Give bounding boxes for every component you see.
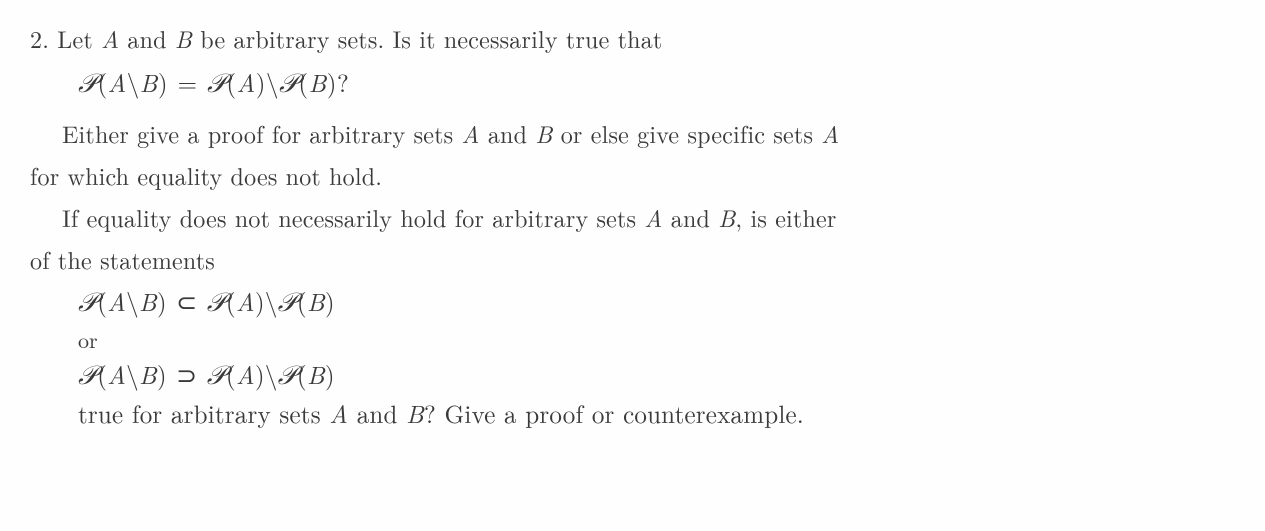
proof-instruction-line2: for which equality does not hold. xyxy=(30,157,1235,193)
set-B: B xyxy=(175,21,192,55)
text-and-4: and xyxy=(348,396,406,431)
question-line2: of the statements xyxy=(30,241,1235,277)
set-B-4: B xyxy=(406,396,424,431)
text-and: and xyxy=(119,21,175,55)
final-instruction: true for arbitrary sets A and B? Give a … xyxy=(78,395,1235,433)
text-or-else: or else give specific sets xyxy=(553,116,822,150)
subset-statement: 𝒫(A\B) ⊂ 𝒫(A)\𝒫(B) xyxy=(78,283,1235,322)
set-B-3: B xyxy=(718,200,735,234)
problem-number: 2. xyxy=(30,21,49,55)
set-A-5: A xyxy=(329,396,348,431)
supset-statement: 𝒫(A\B) ⊃ 𝒫(A)\𝒫(B) xyxy=(78,356,1235,395)
text-give-proof: ? Give a proof or counterexample. xyxy=(424,396,804,431)
text-either: Either give a proof for arbitrary sets xyxy=(62,116,462,150)
or-text: or xyxy=(78,323,1235,356)
proof-instruction-line1: Either give a proof for arbitrary sets A… xyxy=(30,115,1235,151)
text-and-2: and xyxy=(480,116,536,150)
set-A-3: A xyxy=(821,116,839,150)
problem-statement-line1: 2. Let A and B be arbitrary sets. Is it … xyxy=(30,20,1235,56)
set-A-4: A xyxy=(644,200,662,234)
text-if-equality: If equality does not necessarily hold fo… xyxy=(62,200,644,234)
text-and-3: and xyxy=(663,200,719,234)
set-A: A xyxy=(101,21,119,55)
text-true-for: true for arbitrary sets xyxy=(78,396,329,431)
set-A-2: A xyxy=(462,116,480,150)
set-B-2: B xyxy=(535,116,552,150)
equation-main: 𝒫(A\B) = 𝒫(A)\𝒫(B)? xyxy=(78,64,1235,103)
text-is-either: , is either xyxy=(735,200,836,234)
text-let: Let xyxy=(57,21,101,55)
question-line1: If equality does not necessarily hold fo… xyxy=(30,199,1235,235)
text-suffix: be arbitrary sets. Is it necessarily tru… xyxy=(192,21,662,55)
